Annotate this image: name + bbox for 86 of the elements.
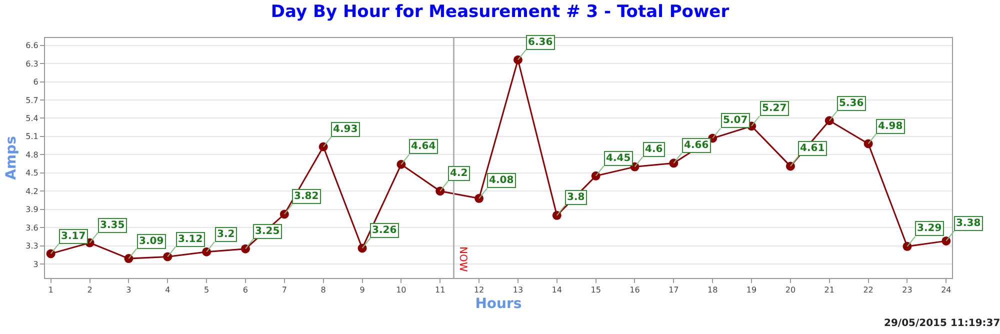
- data-label: 3.09: [139, 236, 164, 247]
- x-tick-label: 24: [941, 286, 952, 295]
- data-label: 4.61: [800, 143, 825, 154]
- point: [552, 210, 562, 220]
- data-label: 4.08: [489, 175, 514, 186]
- point: [202, 247, 212, 256]
- point: [46, 249, 56, 258]
- y-tick-label: 3: [33, 260, 38, 269]
- x-tick-label: 3: [126, 286, 132, 295]
- y-tick-label: 3.9: [26, 205, 38, 214]
- x-tick-label: 17: [668, 286, 679, 295]
- y-tick-label: 5.4: [26, 114, 38, 123]
- data-label: 3.17: [61, 231, 86, 242]
- x-tick-label: 21: [824, 286, 834, 295]
- x-tick-label: 22: [863, 286, 874, 295]
- x-tick-label: 9: [360, 286, 365, 295]
- ref-line-label: NOW: [456, 246, 468, 272]
- data-label: 3.38: [956, 218, 981, 229]
- x-tick-label: 23: [902, 286, 912, 295]
- x-tick-label: 4: [165, 286, 170, 295]
- data-label: 6.36: [528, 37, 553, 48]
- point: [786, 162, 795, 171]
- data-label: 4.2: [450, 168, 468, 179]
- data-label: 3.12: [178, 234, 203, 245]
- data-label: 3.2: [217, 229, 235, 240]
- point: [240, 244, 250, 254]
- data-label: 4.93: [333, 124, 358, 135]
- data-label: 3.8: [567, 192, 585, 203]
- x-tick-label: 14: [552, 286, 562, 295]
- x-tick-label: 13: [512, 286, 524, 295]
- x-tick-label: 2: [87, 286, 92, 295]
- x-tick-label: 1: [48, 286, 54, 295]
- point: [436, 186, 445, 196]
- point: [591, 171, 600, 180]
- x-tick-label: 10: [396, 286, 406, 295]
- text: 29/05/2015 11:19:37: [884, 318, 1000, 329]
- data-label: 4.45: [606, 153, 631, 164]
- data-label: 4.66: [684, 140, 709, 151]
- x-tick-label: 11: [435, 286, 446, 295]
- data-label: 3.29: [917, 223, 942, 234]
- data-label: 4.64: [411, 141, 436, 152]
- chart-title: Day By Hour for Measurement # 3 - Total Power: [270, 2, 730, 22]
- data-label: 3.82: [294, 191, 319, 202]
- point: [942, 236, 951, 246]
- point: [163, 252, 172, 262]
- data-label: 4.6: [645, 144, 663, 155]
- x-tick-label: 12: [474, 286, 484, 295]
- point: [824, 116, 834, 126]
- point: [864, 139, 873, 148]
- point: [396, 160, 406, 169]
- point: [358, 244, 367, 253]
- y-tick-label: 6: [33, 78, 38, 87]
- data-label: 4.98: [878, 121, 903, 132]
- y-tick-label: 3.6: [26, 223, 38, 232]
- point: [318, 142, 328, 152]
- x-axis-title: Hours: [475, 296, 522, 312]
- point: [124, 254, 134, 264]
- x-tick-label: 15: [590, 286, 601, 295]
- y-tick-label: 5.1: [26, 132, 38, 142]
- data-label: 3.35: [100, 220, 125, 231]
- y-tick-label: 4.8: [26, 150, 38, 160]
- x-tick-label: 6: [242, 286, 248, 295]
- y-tick-label: 3.3: [26, 242, 38, 251]
- x-tick-label: 16: [630, 286, 640, 295]
- y-tick-label: 5.7: [26, 96, 38, 105]
- x-tick-label: 7: [282, 286, 287, 295]
- point: [669, 158, 678, 168]
- data-label: 3.25: [255, 226, 280, 237]
- y-tick-label: 4.2: [26, 186, 38, 196]
- x-tick-label: 18: [708, 286, 718, 295]
- point: [280, 210, 289, 219]
- data-label: 5.07: [723, 115, 748, 126]
- x-tick-label: 8: [320, 286, 326, 295]
- data-label: 3.26: [372, 225, 397, 236]
- data-label: 5.36: [839, 98, 864, 109]
- x-tick-label: 20: [785, 286, 796, 295]
- x-tick-label: 5: [204, 286, 210, 295]
- y-tick-label: 6.6: [26, 41, 38, 50]
- point: [513, 55, 522, 64]
- data-label: 5.27: [762, 103, 787, 114]
- y-tick-label: 6.3: [26, 59, 38, 68]
- y-axis-title: Amps: [3, 136, 20, 180]
- y-tick-label: 4.5: [26, 168, 38, 178]
- point: [902, 242, 912, 251]
- point: [474, 194, 484, 203]
- x-tick-label: 19: [746, 286, 757, 295]
